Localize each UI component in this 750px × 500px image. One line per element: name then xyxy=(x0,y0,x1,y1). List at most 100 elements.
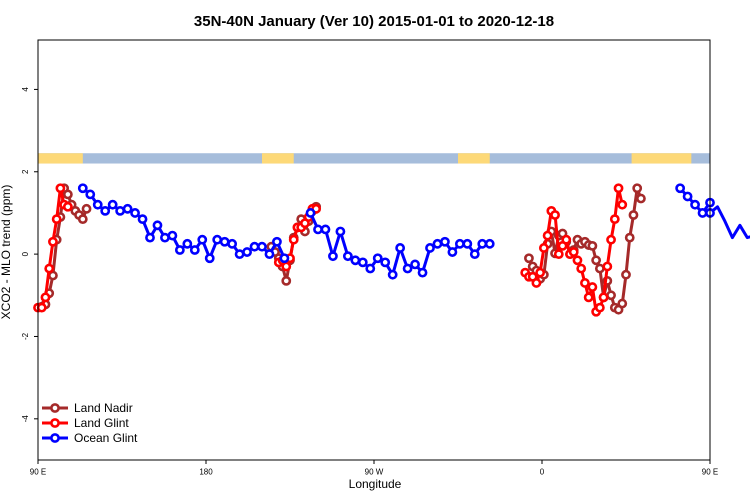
land-glint-point xyxy=(598,292,609,303)
land-nadir-point xyxy=(624,232,635,243)
land-glint-point xyxy=(580,278,590,288)
ocean-glint-point xyxy=(697,208,708,218)
ocean-glint-point xyxy=(387,269,398,280)
ocean-glint-point xyxy=(410,259,420,270)
ocean-glint-point xyxy=(357,257,368,268)
series-group xyxy=(33,183,750,317)
legend-ocean-glint-marker xyxy=(50,433,60,443)
land-glint-point xyxy=(288,234,299,245)
ocean-glint-point xyxy=(335,226,346,237)
ocean-glint-point xyxy=(380,257,391,268)
ocean-glint-line xyxy=(709,205,750,240)
band-land-segment xyxy=(458,153,490,164)
ocean-glint-point xyxy=(440,236,450,247)
ocean-glint-point xyxy=(313,224,323,235)
y-tick-label: 2 xyxy=(21,169,30,174)
land-glint-point xyxy=(568,247,579,257)
x-tick-label: 180 xyxy=(199,468,213,477)
ocean-glint-point xyxy=(107,199,118,210)
land-glint-point xyxy=(531,278,542,288)
ocean-glint-point xyxy=(675,183,686,194)
ocean-glint-point xyxy=(130,208,140,218)
ocean-glint-point xyxy=(219,236,230,247)
axes: 90 E 180 90 W 0 90 E 4 2 0 -2 -4 xyxy=(21,87,718,477)
land-glint-point xyxy=(44,263,55,274)
plot-border xyxy=(37,39,711,461)
land-nadir-point xyxy=(524,253,534,264)
land-glint-point xyxy=(572,255,583,266)
ocean-glint-point xyxy=(484,238,495,249)
ocean-glint-point xyxy=(350,255,361,266)
ocean-glint-point xyxy=(320,224,331,235)
legend-land-nadir-label: Land Nadir xyxy=(74,401,133,415)
ocean-glint-point xyxy=(462,238,473,249)
x-tick-label: 90 E xyxy=(30,468,46,477)
ocean-glint-point xyxy=(115,205,126,216)
ocean-glint-point xyxy=(160,232,170,243)
ocean-glint-point xyxy=(305,208,316,218)
land-nadir-point xyxy=(628,210,639,220)
legend-land-nadir-marker xyxy=(50,403,60,413)
ocean-glint-point xyxy=(279,253,290,264)
ocean-glint-point xyxy=(425,243,435,253)
legend-land-glint-label: Land Glint xyxy=(74,416,129,430)
ocean-glint-point xyxy=(469,249,480,260)
legend-ocean-glint-label: Ocean Glint xyxy=(74,431,138,445)
series-ocean-glint xyxy=(77,183,750,280)
ocean-glint-point xyxy=(365,263,376,274)
ocean-glint-point xyxy=(227,238,238,249)
ocean-glint-point xyxy=(272,236,282,247)
band-land-segment xyxy=(262,153,294,164)
land-glint-point xyxy=(602,261,613,272)
ocean-glint-point xyxy=(328,251,338,262)
x-tick-label: 0 xyxy=(540,468,545,477)
ocean-glint-point xyxy=(432,238,443,249)
land-nadir-point xyxy=(606,290,616,301)
ocean-glint-point xyxy=(454,238,465,249)
land-glint-point xyxy=(36,302,47,313)
ocean-glint-point xyxy=(137,214,148,225)
land-glint-point xyxy=(583,292,594,303)
ocean-glint-point xyxy=(189,245,200,255)
land-nadir-point xyxy=(632,183,643,194)
land-glint-point xyxy=(40,292,51,303)
y-tick-label: -2 xyxy=(21,332,30,340)
ocean-glint-point xyxy=(249,241,260,252)
ocean-glint-point xyxy=(682,191,693,202)
land-glint-point xyxy=(535,267,546,278)
ocean-glint-point xyxy=(182,238,193,249)
land-nadir-point xyxy=(587,240,598,251)
land-glint-point xyxy=(617,199,628,210)
x-tick-label: 90 E xyxy=(702,468,718,477)
land-glint-point xyxy=(606,234,616,245)
land-glint-point xyxy=(553,249,564,260)
land-nadir-point xyxy=(62,189,73,200)
ocean-glint-point xyxy=(372,253,383,264)
ocean-glint-point xyxy=(395,243,406,253)
ocean-glint-point xyxy=(234,249,245,260)
land-mask-band xyxy=(38,153,710,164)
land-nadir-point xyxy=(617,298,628,309)
band-land-segment xyxy=(631,153,692,164)
ocean-glint-point xyxy=(85,189,96,200)
ocean-glint-point xyxy=(92,199,103,210)
y-tick-label: 4 xyxy=(21,87,30,92)
land-glint-point xyxy=(550,210,560,220)
land-glint-point xyxy=(48,236,58,247)
chart-title: 35N-40N January (Ver 10) 2015-01-01 to 2… xyxy=(194,13,554,30)
ocean-glint-point xyxy=(204,253,215,264)
ocean-glint-point xyxy=(122,203,133,214)
y-tick-label: 0 xyxy=(21,251,30,256)
ocean-glint-point xyxy=(477,238,488,249)
ocean-glint-point xyxy=(264,249,275,260)
land-nadir-point xyxy=(81,203,92,214)
land-glint-point xyxy=(542,230,553,241)
land-glint-point xyxy=(281,261,292,272)
x-axis-label: Longitude xyxy=(349,477,402,491)
land-nadir-point xyxy=(591,255,602,266)
land-glint-point xyxy=(613,183,624,194)
land-glint-point xyxy=(51,214,62,225)
x-tick-label: 90 W xyxy=(365,468,384,477)
